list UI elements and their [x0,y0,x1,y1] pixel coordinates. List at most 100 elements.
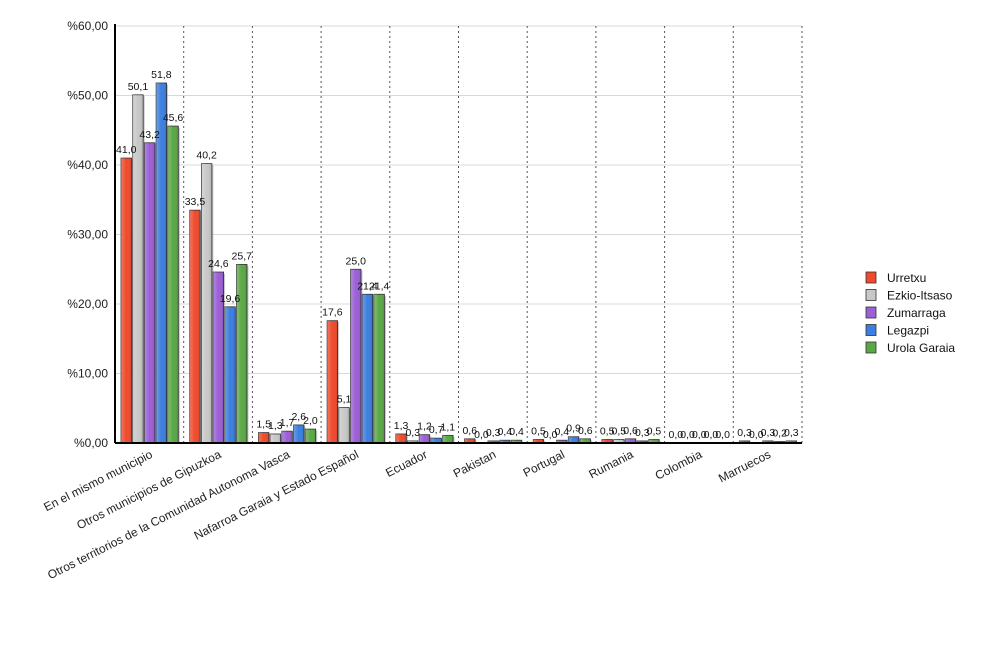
legend-label: Urola Garaia [887,341,955,355]
bar-highlight [533,439,544,443]
bar-highlight [739,440,750,443]
data-label: 1,7 [280,417,295,429]
bar-highlight [213,272,224,443]
data-label: 21,4 [357,280,378,292]
y-tick-label: %10,00 [67,367,108,381]
bar-highlight [373,294,385,443]
bar-highlight [464,438,475,443]
bar-highlight [601,439,613,443]
data-label: 0,4 [498,426,513,438]
data-label: 0,3 [761,427,776,439]
x-tick-label: Portugal [521,447,567,480]
data-label: 0,5 [612,426,627,438]
bar-highlight [236,264,247,443]
bar-highlight [224,306,236,443]
x-tick-label: Colombia [653,447,705,483]
data-label: 0,0 [669,429,684,441]
data-label: 2,0 [303,415,318,427]
x-tick-label: Marruecos [716,447,773,485]
bar-highlight [144,142,155,443]
y-tick-label: %50,00 [67,89,108,103]
bar-highlight [637,440,648,443]
bar-highlight [305,429,316,443]
data-label: 1,5 [256,419,271,431]
bar-highlight [556,440,568,443]
legend-label: Ezkio-Itsaso [887,289,953,303]
data-label: 1,3 [394,420,409,432]
data-label: 0,6 [578,425,593,437]
data-label: 43,2 [139,129,160,141]
data-label: 0,4 [509,426,524,438]
bar-highlight [407,440,418,443]
data-label: 0,5 [531,426,546,438]
bar-highlight [430,438,442,443]
bar-highlight [648,439,660,443]
bar-highlight [762,440,774,443]
bar-highlight [281,431,293,443]
data-label: 0,2 [772,428,787,440]
y-tick-label: %20,00 [67,297,108,311]
bars [120,82,799,444]
data-label: 0,3 [635,427,650,439]
data-label: 50,1 [128,81,149,93]
bar-highlight [258,432,269,443]
data-label: 0,5 [647,426,662,438]
bar-highlight [327,320,338,443]
data-label: 0,4 [555,426,570,438]
data-label: 0,3 [486,427,501,439]
bar-highlight [201,163,212,444]
x-tick-label: En el mismo municipio [41,447,155,514]
data-labels: 41,0 50,1 43,2 51,8 45,6 33,5 40,2 24,6 19,6 25,7… [116,69,799,441]
data-label: 5,1 [337,394,352,406]
data-label: 0,0 [543,429,558,441]
data-label: 25,0 [346,255,367,267]
x-tick-label: Pakistan [451,447,498,480]
bar-highlight [293,424,304,443]
y-tick-label: %0,00 [74,436,108,450]
bar-highlight [270,433,281,443]
bar-highlight [167,126,179,443]
data-label: 25,7 [232,250,253,262]
legend-swatch [865,271,877,284]
legend-swatch [865,306,877,319]
data-label: 0,0 [680,429,695,441]
data-label: 19,6 [220,293,241,305]
bar-highlight [786,440,797,443]
data-label: 45,6 [163,112,184,124]
x-tick-label: Otros territorios de la Comunidad Autono… [45,447,292,582]
data-label: 51,8 [151,69,172,81]
data-label: 1,3 [268,420,283,432]
bar-highlight [625,438,636,443]
data-label: 0,0 [474,429,489,441]
x-tick-label: Ecuador [383,447,429,480]
data-label: 0,0 [704,429,719,441]
legend-label: Legazpi [887,324,929,338]
legend-label: Zumarraga [887,306,946,320]
data-label: 1,2 [417,421,432,433]
data-label: 0,0 [749,429,764,441]
x-tick-label: Rumania [586,447,635,481]
bar-highlight [395,433,407,443]
data-label: 21,4 [369,280,390,292]
y-tick-label: %60,00 [67,19,108,33]
bar-highlight [499,440,511,443]
legend-swatch [865,341,877,354]
data-label: 0,6 [623,425,638,437]
legend-label: Urretxu [887,271,926,285]
data-label: 0,9 [566,423,581,435]
bar-highlight [189,210,201,443]
bar-highlight [338,407,350,443]
data-label: 0,0 [692,429,707,441]
data-label: 0,3 [405,427,420,439]
legend-swatch [865,289,877,301]
data-label: 17,6 [322,307,343,319]
bar-highlight [156,82,167,444]
data-label: 1,1 [441,421,456,433]
bar-highlight [350,269,361,443]
bar-highlight [362,294,373,443]
data-label: 0,3 [737,427,752,439]
data-label: 24,6 [208,258,229,270]
bar-highlight [121,158,132,444]
